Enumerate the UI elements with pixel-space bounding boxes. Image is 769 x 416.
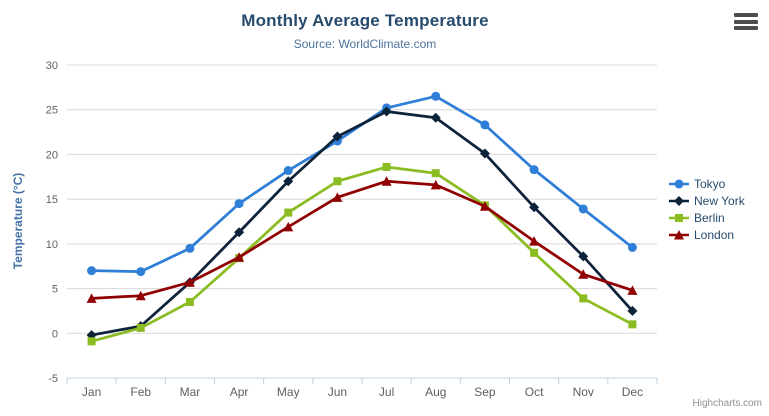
- data-point-new-york-oct: [529, 202, 540, 213]
- x-axis-label: Dec: [622, 385, 643, 399]
- data-point-london-mar: [184, 277, 195, 287]
- hamburger-menu-icon: [734, 13, 758, 17]
- legend-item-london[interactable]: London: [669, 227, 745, 242]
- data-point-new-york-nov: [578, 251, 589, 262]
- x-axis-label: Mar: [180, 385, 201, 399]
- data-point-berlin-aug: [431, 169, 440, 178]
- data-point-tokyo-apr: [234, 199, 244, 209]
- data-point-berlin-may: [284, 208, 293, 217]
- credits-link[interactable]: Highcharts.com: [692, 398, 762, 409]
- data-point-berlin-jan: [87, 337, 96, 346]
- y-axis-label: -5: [48, 373, 58, 385]
- data-point-new-york-dec: [627, 305, 638, 316]
- chart-subtitle: Source: WorldClimate.com: [293, 37, 437, 51]
- data-point-london-feb: [135, 290, 146, 301]
- legend: Tokyo New York Berlin London: [669, 176, 745, 242]
- data-point-berlin-oct: [530, 248, 539, 257]
- y-axis-label: 5: [52, 284, 58, 296]
- series-line-new-york: [90, 110, 634, 337]
- data-point-tokyo-nov: [578, 204, 588, 214]
- legend-label: New York: [694, 193, 745, 208]
- legend-marker: [675, 213, 683, 222]
- data-point-london-oct: [529, 236, 540, 246]
- legend-item-new-york[interactable]: New York: [669, 193, 745, 208]
- y-axis-label: 15: [46, 194, 58, 206]
- x-axis-label: Jul: [379, 385, 394, 399]
- legend-item-tokyo[interactable]: Tokyo: [669, 176, 745, 191]
- x-axis-label: Sep: [474, 385, 496, 399]
- y-axis-title: Temperature (°C): [11, 173, 25, 270]
- data-point-tokyo-feb: [136, 267, 146, 277]
- legend-item-berlin[interactable]: Berlin: [669, 210, 745, 225]
- data-point-berlin-mar: [185, 297, 194, 306]
- legend-label: London: [694, 227, 735, 242]
- data-point-berlin-jul: [382, 162, 391, 171]
- data-point-tokyo-may: [283, 166, 293, 176]
- data-point-london-sep: [479, 201, 490, 211]
- data-point-new-york-apr: [234, 227, 245, 238]
- x-axis-label: Nov: [573, 385, 594, 399]
- data-point-new-york-jun: [332, 131, 343, 142]
- data-point-berlin-dec: [628, 320, 637, 329]
- legend-circle-marker-icon: [669, 179, 689, 188]
- data-point-london-jun: [332, 192, 343, 202]
- x-axis-label: Jan: [82, 385, 101, 399]
- data-point-london-jul: [381, 176, 392, 186]
- hamburger-menu-icon: [734, 19, 758, 24]
- legend-marker: [674, 179, 684, 188]
- data-point-london-apr: [234, 252, 245, 262]
- y-axis-label: 10: [46, 239, 58, 251]
- data-point-new-york-jul: [381, 106, 392, 117]
- chart-title: Monthly Average Temperature: [241, 11, 489, 30]
- data-point-berlin-nov: [579, 294, 588, 303]
- data-point-tokyo-oct: [529, 165, 539, 175]
- x-axis-label: Apr: [230, 385, 249, 399]
- y-axis-label: 0: [52, 328, 58, 340]
- legend-triangle-marker-icon: [669, 229, 689, 239]
- data-point-london-may: [283, 221, 294, 232]
- x-axis-label: Aug: [425, 385, 446, 399]
- legend-label: Berlin: [694, 210, 725, 225]
- legend-marker: [674, 229, 684, 239]
- legend-label: Tokyo: [694, 176, 726, 191]
- data-point-london-nov: [578, 269, 589, 279]
- legend-marker: [674, 195, 684, 206]
- y-axis-label: 30: [46, 60, 58, 72]
- series-line-berlin: [90, 165, 634, 343]
- data-point-tokyo-dec: [627, 242, 637, 252]
- x-axis-label: Oct: [525, 385, 544, 399]
- legend-square-marker-icon: [669, 213, 689, 222]
- data-point-tokyo-sep: [480, 120, 490, 130]
- x-axis-label: May: [277, 385, 300, 399]
- data-point-london-aug: [430, 179, 441, 190]
- data-point-berlin-jun: [333, 177, 342, 186]
- series-line-london: [90, 179, 634, 300]
- data-point-tokyo-mar: [185, 243, 195, 253]
- data-point-new-york-may: [283, 176, 294, 187]
- data-point-new-york-aug: [430, 112, 441, 123]
- y-axis-label: 20: [46, 149, 58, 161]
- data-point-london-jan: [86, 293, 97, 303]
- x-axis-label: Jun: [328, 385, 347, 399]
- data-point-tokyo-jan: [87, 266, 97, 276]
- data-point-new-york-sep: [479, 148, 490, 159]
- data-point-berlin-feb: [136, 323, 145, 332]
- data-point-tokyo-aug: [431, 91, 441, 101]
- hamburger-menu-icon: [734, 26, 758, 30]
- legend-diamond-marker-icon: [669, 195, 689, 206]
- y-axis-label: 25: [46, 105, 58, 117]
- x-axis-label: Feb: [130, 385, 151, 399]
- export-menu-button[interactable]: [734, 13, 758, 30]
- data-point-london-dec: [627, 285, 638, 295]
